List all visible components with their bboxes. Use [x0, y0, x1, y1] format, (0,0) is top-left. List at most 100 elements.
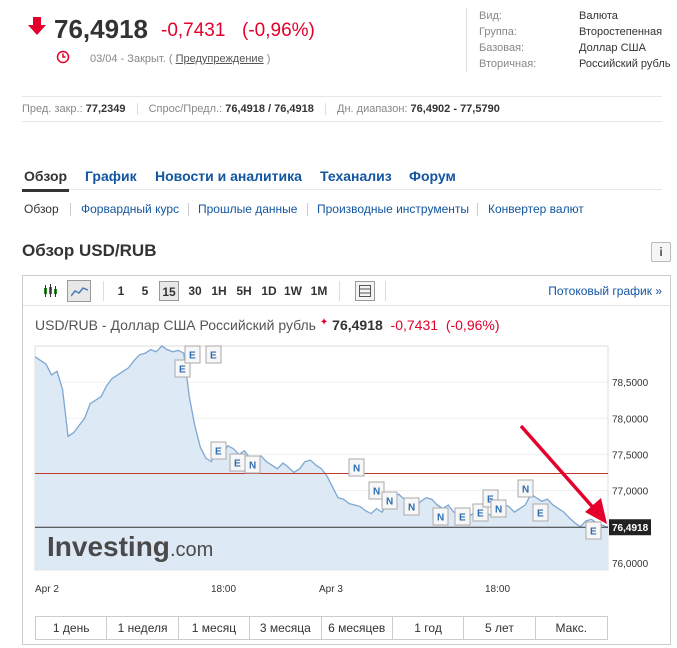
subtab-historical-data[interactable]: Прошлые данные — [198, 202, 298, 216]
event-marker[interactable] — [381, 491, 398, 510]
area-chart-icon — [71, 287, 88, 297]
event-marker[interactable] — [348, 458, 365, 477]
event-marker-label: N — [386, 497, 393, 508]
event-marker-label: N — [495, 505, 502, 516]
investing-logo-domain: .com — [170, 539, 213, 561]
price-chart[interactable]: 78,5000 78,0000 77,5000 77,0000 76,0000 76,49… — [23, 338, 670, 613]
subtab-forward-rates[interactable]: Форвардный курс — [81, 202, 179, 216]
y-tick-label: 76,0000 — [612, 559, 649, 570]
interval-button-5[interactable]: 5 — [141, 284, 149, 298]
event-marker-label: N — [373, 487, 380, 498]
instrument-info: Вид: Валюта Группа: Второстепенная Базовая… — [466, 8, 671, 72]
interval-button-1d[interactable]: 1D — [261, 284, 277, 298]
event-marker[interactable] — [432, 507, 449, 526]
bid-ask-label: Спрос/Предл.: — [148, 103, 223, 115]
streaming-chart-link[interactable]: Потоковый график » — [548, 284, 662, 298]
range-button[interactable]: 1 год — [393, 617, 465, 639]
chart-toolbar: 1 5 15 30 1H 5H 1D 1W 1M Потоковый график » — [23, 276, 670, 306]
range-button[interactable]: 3 месяца — [250, 617, 322, 639]
tab-forum[interactable]: Форум — [409, 168, 456, 184]
chart-widget: 1 5 15 30 1H 5H 1D 1W 1M Потоковый график » USD/… — [22, 275, 671, 645]
table-icon — [359, 285, 371, 297]
chart-change-percent: (-0,96%) — [445, 317, 500, 333]
info-button[interactable]: i — [651, 242, 671, 262]
table-view-button[interactable] — [355, 281, 375, 301]
y-tick-label: 77,5000 — [612, 450, 649, 461]
x-tick-label: Apr 3 — [319, 584, 343, 595]
chart-price: 76,4918 — [332, 317, 383, 333]
event-marker-label: E — [537, 509, 544, 520]
y-tick-label: 78,5000 — [612, 378, 649, 389]
event-marker-label: E — [215, 447, 222, 458]
info-value: Валюта — [579, 10, 618, 22]
interval-button-1m[interactable]: 1M — [310, 284, 328, 298]
event-marker-label: E — [210, 351, 217, 362]
event-marker[interactable] — [244, 455, 261, 474]
y-tick-label: 77,0000 — [612, 487, 649, 498]
event-marker[interactable] — [403, 497, 420, 516]
range-button[interactable]: Макс. — [555, 621, 588, 635]
event-marker[interactable] — [517, 479, 534, 498]
section-title: Обзор USD/RUB — [22, 241, 157, 260]
range-button[interactable]: 1 месяц — [179, 617, 251, 639]
event-marker-label: N — [249, 461, 256, 472]
event-marker[interactable] — [454, 507, 471, 526]
market-status-text: - Закрыт. ( — [117, 53, 173, 65]
event-marker[interactable] — [490, 499, 507, 518]
event-marker-label: E — [459, 513, 466, 524]
tab-chart[interactable]: График — [85, 168, 137, 184]
annotation-arrow — [519, 424, 607, 524]
chart-change: -0,7431 — [390, 317, 439, 333]
event-marker[interactable] — [184, 345, 201, 364]
interval-button-5h[interactable]: 5H — [236, 284, 252, 298]
bid-ask-value: 76,4918 / 76,4918 — [225, 103, 314, 115]
event-marker[interactable] — [532, 503, 549, 522]
price-area — [35, 346, 608, 570]
warning-link[interactable]: Предупреждение — [175, 53, 264, 65]
y-tick-label: 78,0000 — [612, 414, 649, 425]
area-chart-button[interactable] — [67, 280, 91, 302]
range-selector: 1 день 1 неделя 1 месяц 3 месяца 6 месяцев 1 … — [35, 616, 608, 640]
tab-news[interactable]: Новости и аналитика — [155, 168, 302, 184]
range-button[interactable]: 5 лет — [464, 617, 536, 639]
interval-button-1h[interactable]: 1H — [211, 284, 227, 298]
interval-button-30[interactable]: 30 — [188, 284, 202, 298]
event-marker[interactable] — [210, 441, 227, 460]
range-button[interactable]: 1 день — [36, 617, 108, 639]
candlestick-icon[interactable] — [43, 284, 59, 298]
interval-button-1w[interactable]: 1W — [284, 284, 302, 298]
chart-header: USD/RUB - Доллар США Российский рубль ✦ … — [35, 317, 500, 333]
event-marker-label: N — [437, 513, 444, 524]
info-key: Базовая: — [479, 42, 525, 54]
stats-bar: Пред. закр.: 77,2349 Спрос/Предл.: 76,49… — [22, 96, 662, 122]
market-status-close: ) — [266, 53, 271, 65]
price-line — [34, 345, 609, 528]
interval-button-1[interactable]: 1 — [117, 284, 125, 298]
event-marker-label: E — [189, 351, 196, 362]
event-marker-label: E — [590, 527, 597, 538]
last-price: 76,4918 — [54, 14, 148, 44]
tab-overview[interactable]: Обзор — [21, 168, 70, 192]
info-value: Второстепенная — [579, 26, 663, 38]
info-key: Вид: — [479, 10, 502, 22]
event-marker[interactable] — [174, 359, 191, 378]
subtab-currency-converter[interactable]: Конвертер валют — [488, 202, 584, 216]
event-marker[interactable] — [205, 345, 222, 364]
event-marker[interactable] — [585, 521, 602, 540]
tab-technical[interactable]: Теханализ — [320, 168, 392, 184]
event-marker[interactable] — [368, 481, 385, 500]
info-key: Вторичная: — [479, 58, 537, 70]
current-price-tag — [609, 519, 651, 536]
interval-button-15[interactable]: 15 — [159, 281, 179, 301]
info-value: Доллар США — [579, 42, 646, 54]
range-button[interactable]: 1 неделя — [107, 617, 179, 639]
market-date: 03/04 — [90, 53, 118, 65]
range-button[interactable]: 6 месяцев — [322, 617, 393, 639]
event-marker-label: E — [234, 459, 241, 470]
event-marker-label: N — [408, 503, 415, 514]
price-change: -0,7431 — [161, 20, 226, 41]
subtab-derivatives[interactable]: Производные инструменты — [317, 202, 469, 216]
event-marker[interactable] — [472, 503, 489, 522]
event-marker-label: N — [353, 464, 360, 475]
subtab-overview[interactable]: Обзор — [24, 202, 59, 216]
